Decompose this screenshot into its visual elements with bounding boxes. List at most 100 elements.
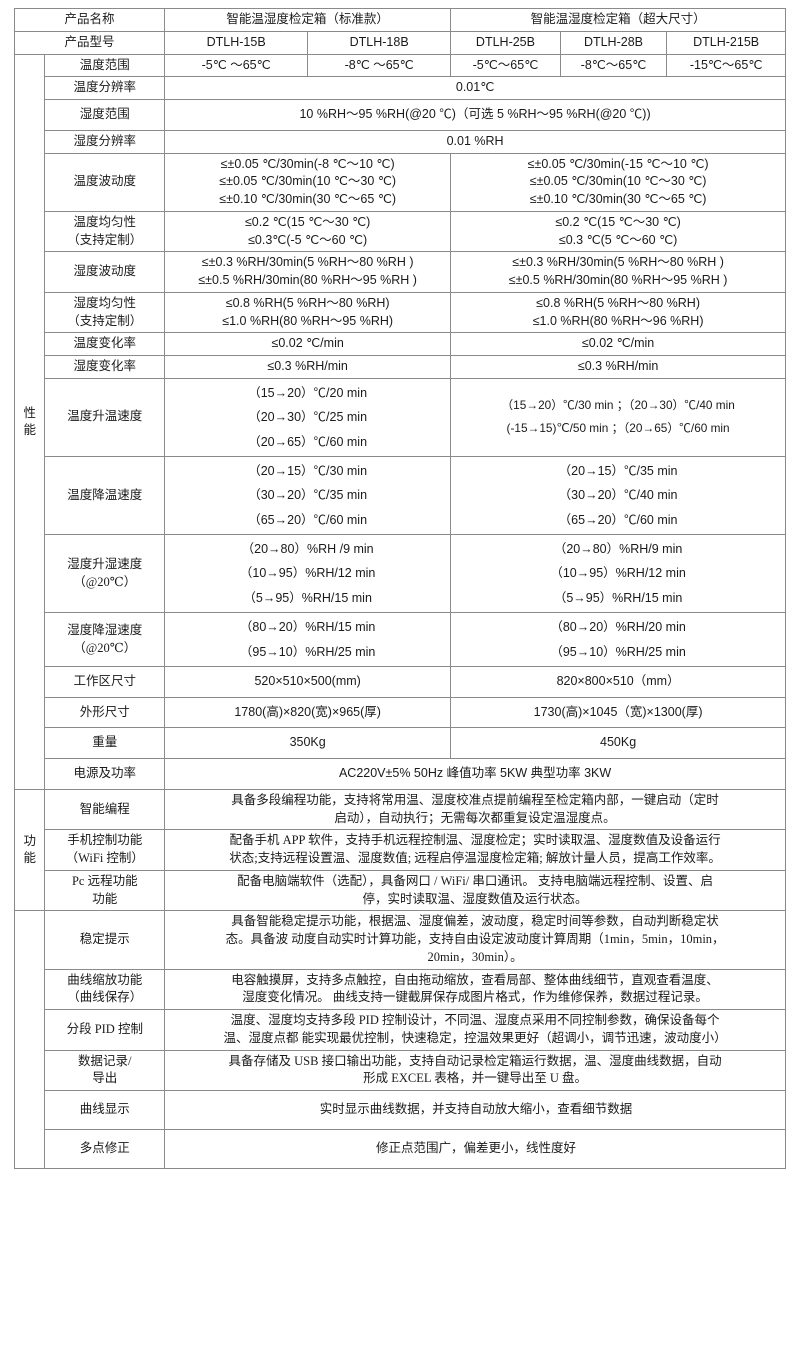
humidity-fluctuation-standard-line-2: ≤±0.5 %RH/30min(80 %RH～95 %RH ) (198, 273, 417, 287)
row-label-humidity-uniformity: 湿度均匀性 （支持定制） (44, 291, 166, 334)
humidify-speed-oversize-line-1: （20→80）%RH/9 min (553, 542, 683, 556)
row-label-humidity-resolution: 湿度分辨率 (44, 129, 166, 154)
smart-program-line-1: 具备多段编程功能，支持将常用温、湿度校准点提前编程至检定箱内部，一键启动（定时 (231, 792, 719, 807)
humidify-speed-oversize: （20→80）%RH/9 min （10→95）%RH/12 min （5→95… (450, 533, 786, 614)
row-label-temp-fluctuation: 温度波动度 (44, 152, 166, 212)
temp-range-15b: -5℃ ～65℃ (164, 53, 309, 78)
row-label-dehumidify-speed-line-1: 湿度降湿速度 (67, 622, 143, 637)
humidity-change-rate-oversize: ≤0.3 %RH/min (450, 355, 786, 379)
humidity-range-value: 10 %RH～95 %RH(@20 ℃)（可选 5 %RH～95 %RH(@20… (164, 99, 786, 131)
row-label-phone-control-line-2: （WiFi 控制） (65, 851, 144, 866)
table-row-weight: 重量 350Kg 450Kg (15, 727, 786, 760)
product-model-label: 产品型号 (13, 30, 166, 55)
model-dtlh-18b: DTLH-18B (307, 30, 452, 55)
product-name-label: 产品名称 (13, 8, 166, 32)
work-area-size-standard: 520×510×500(mm) (164, 665, 452, 698)
curve-display-description: 实时显示曲线数据，并支持自动放大缩小，查看细节数据 (164, 1090, 786, 1130)
row-label-curve-zoom-line-1: 曲线缩放功能 (67, 972, 143, 987)
humidity-uniformity-oversize-line-2: ≤1.0 %RH(80 %RH～96 %RH) (532, 313, 704, 328)
temp-heating-speed-oversize-line-2: (-15→15)℃/50 min ；（20→65）℃/60 min (506, 421, 730, 436)
row-label-data-record: 数据记录/ 导出 (44, 1049, 166, 1092)
table-row-temp-cooling-speed: 温度降温速度 （20→15）℃/30 min （30→20）℃/35 min （… (15, 455, 786, 536)
temp-change-rate-oversize: ≤0.02 ℃/min (450, 332, 786, 356)
temp-cooling-speed-oversize-line-3: （65→20）℃/60 min (558, 512, 678, 527)
row-label-work-area-size: 工作区尺寸 (44, 665, 166, 698)
data-record-description: 具备存储及 USB 接口输出功能，支持自动记录检定箱运行数据，温、湿度曲线数据，… (164, 1049, 786, 1092)
group-header-oversize: 智能温湿度检定箱（超大尺寸） (450, 8, 786, 32)
dehumidify-speed-standard: （80→20）%RH/15 min （95→10）%RH/25 min (164, 612, 452, 667)
row-label-multipoint-correction: 多点修正 (44, 1128, 166, 1169)
power-value: AC220V±5% 50Hz 峰值功率 5KW 典型功率 3KW (164, 758, 786, 790)
table-row-temp-range: 性能 温度范围 -5℃ ～65℃ -8℃ ～65℃ -5℃～65℃ -8℃～65… (13, 53, 786, 790)
dehumidify-speed-oversize: （80→20）%RH/20 min （95→10）%RH/25 min (450, 612, 786, 667)
weight-standard: 350Kg (164, 727, 452, 760)
model-dtlh-15b: DTLH-15B (164, 30, 309, 55)
curve-zoom-line-1: 电容触摸屏，支持多点触控，自由拖动缩放，查看局部、整体曲线细节，直观查看温度、 (231, 972, 719, 987)
model-dtlh-215b: DTLH-215B (666, 30, 786, 55)
row-label-curve-zoom: 曲线缩放功能 （曲线保存） (44, 968, 166, 1011)
dehumidify-speed-standard-line-1: （80→20）%RH/15 min (239, 620, 376, 635)
row-label-smart-program: 智能编程 (44, 788, 166, 831)
smart-program-description: 具备多段编程功能，支持将常用温、湿度校准点提前编程至检定箱内部，一键启动（定时 … (164, 788, 786, 831)
table-row-temp-change-rate: 温度变化率 ≤0.02 ℃/min ≤0.02 ℃/min (15, 332, 786, 356)
table-row-product-model: 产品型号 DTLH-15B DTLH-18B DTLH-25B DTLH-28B… (13, 30, 786, 55)
table-row-smart-program: 功能 智能编程 具备多段编程功能，支持将常用温、湿度校准点提前编程至检定箱内部，… (13, 788, 786, 912)
temp-cooling-speed-standard-line-1: （20→15）℃/30 min (248, 463, 368, 478)
humidify-speed-oversize-line-3: （5→95）%RH/15 min (553, 590, 683, 605)
table-row-humidity-range: 湿度范围 10 %RH～95 %RH(@20 ℃)（可选 5 %RH～95 %R… (15, 99, 786, 131)
row-label-humidify-speed: 湿度升湿速度 （@20℃） (44, 533, 166, 614)
humidity-fluctuation-oversize-line-2: ≤±0.5 %RH/30min(80 %RH～95 %RH ) (508, 273, 728, 287)
group-label-extra (13, 910, 46, 1169)
temp-cooling-speed-standard-line-3: （65→20）℃/60 min (248, 512, 368, 527)
row-label-pc-remote: Pc 远程功能 功能 (44, 869, 166, 912)
row-label-curve-zoom-line-2: （曲线保存） (67, 990, 143, 1005)
table-row-curve-display: 曲线显示 实时显示曲线数据，并支持自动放大缩小，查看细节数据 (15, 1090, 786, 1130)
row-label-humidify-speed-line-2: （@20℃） (73, 574, 137, 589)
temp-cooling-speed-standard-line-2: （30→20）℃/35 min (248, 488, 368, 503)
work-area-size-oversize: 820×800×510（mm） (450, 665, 786, 698)
stable-prompt-description: 具备智能稳定提示功能，根据温、湿度偏差，波动度，稳定时间等参数，自动判断稳定状 … (164, 910, 786, 970)
row-label-temp-uniformity-line-2: （支持定制） (67, 232, 143, 247)
row-label-outer-size: 外形尺寸 (44, 696, 166, 729)
humidify-speed-standard-line-1: （20→80）%RH /9 min (241, 542, 374, 556)
model-dtlh-25b: DTLH-25B (450, 30, 561, 55)
table-row-phone-control: 手机控制功能 （WiFi 控制） 配备手机 APP 软件，支持手机远程控制温、湿… (15, 829, 786, 871)
data-record-line-2: 形成 EXCEL 表格，并一键导出至 U 盘。 (363, 1071, 587, 1086)
humidify-speed-standard: （20→80）%RH /9 min （10→95）%RH/12 min （5→9… (164, 533, 452, 614)
temp-cooling-speed-oversize-line-2: （30→20）℃/40 min (558, 488, 678, 503)
row-label-power: 电源及功率 (44, 758, 166, 790)
phone-control-line-2: 状态;支持远程设置温、湿度数值; 远程启停温湿度检定箱; 解放计量人员，提高工作… (229, 851, 721, 866)
table-row-power: 电源及功率 AC220V±5% 50Hz 峰值功率 5KW 典型功率 3KW (15, 758, 786, 790)
humidity-change-rate-standard: ≤0.3 %RH/min (164, 355, 452, 379)
multipoint-correction-description: 修正点范围广，偏差更小，线性度好 (164, 1128, 786, 1169)
group-header-standard: 智能温湿度检定箱（标准款） (164, 8, 452, 32)
temp-uniformity-oversize-line-2: ≤0.3 ℃(5 ℃～60 ℃) (558, 232, 678, 247)
row-label-humidity-range: 湿度范围 (44, 99, 166, 131)
phone-control-description: 配备手机 APP 软件，支持手机远程控制温、湿度检定；实时读取温、湿度数值及设备… (164, 829, 786, 871)
temp-uniformity-standard-line-2: ≤0.3℃(-5 ℃～60 ℃) (248, 232, 368, 247)
row-label-temp-heating-speed: 温度升温速度 (44, 377, 166, 457)
dehumidify-speed-oversize-line-2: （95→10）%RH/25 min (550, 644, 686, 659)
temp-resolution-value: 0.01℃ (164, 76, 786, 100)
outer-size-oversize: 1730(高)×1045（宽)×1300(厚) (450, 696, 786, 729)
row-label-temp-uniformity: 温度均匀性 （支持定制） (44, 210, 166, 253)
table-row-dehumidify-speed: 湿度降湿速度 （@20℃） （80→20）%RH/15 min （95→10）%… (15, 612, 786, 667)
row-label-dehumidify-speed-line-2: （@20℃） (73, 640, 137, 655)
model-dtlh-28b: DTLH-28B (559, 30, 668, 55)
curve-display-line-1: 实时显示曲线数据，并支持自动放大缩小，查看细节数据 (319, 1102, 633, 1117)
table-row-humidity-fluctuation: 湿度波动度 ≤±0.3 %RH/30min(5 %RH～80 %RH ) ≤±0… (15, 251, 786, 293)
humidity-resolution-value: 0.01 %RH (164, 129, 786, 154)
smart-program-line-2: 启动），自动执行；无需每次都重复设定温湿度点。 (334, 810, 616, 825)
temp-fluctuation-standard: ≤±0.05 ℃/30min(-8 ℃～10 ℃) ≤±0.05 ℃/30min… (164, 152, 452, 212)
table-row-temp-resolution: 温度分辨率 0.01℃ (15, 76, 786, 100)
temp-cooling-speed-oversize: （20→15）℃/35 min （30→20）℃/40 min （65→20）℃… (450, 455, 786, 536)
temp-fluctuation-oversize-line-3: ≤±0.10 ℃/30min(30 ℃～65 ℃) (529, 192, 707, 206)
row-label-curve-display: 曲线显示 (44, 1090, 166, 1130)
multipoint-correction-line-1: 修正点范围广，偏差更小，线性度好 (376, 1140, 577, 1155)
temp-fluctuation-standard-line-2: ≤±0.05 ℃/30min(10 ℃～30 ℃) (219, 174, 397, 189)
temp-fluctuation-oversize-line-2: ≤±0.05 ℃/30min(10 ℃～30 ℃) (529, 174, 707, 189)
row-label-temp-change-rate: 温度变化率 (44, 332, 166, 356)
table-row-product-name: 产品名称 智能温湿度检定箱（标准款） 智能温湿度检定箱（超大尺寸） (13, 8, 786, 32)
row-label-pc-remote-line-1: Pc 远程功能 (71, 873, 138, 888)
row-label-dehumidify-speed: 湿度降湿速度 （@20℃） (44, 612, 166, 667)
